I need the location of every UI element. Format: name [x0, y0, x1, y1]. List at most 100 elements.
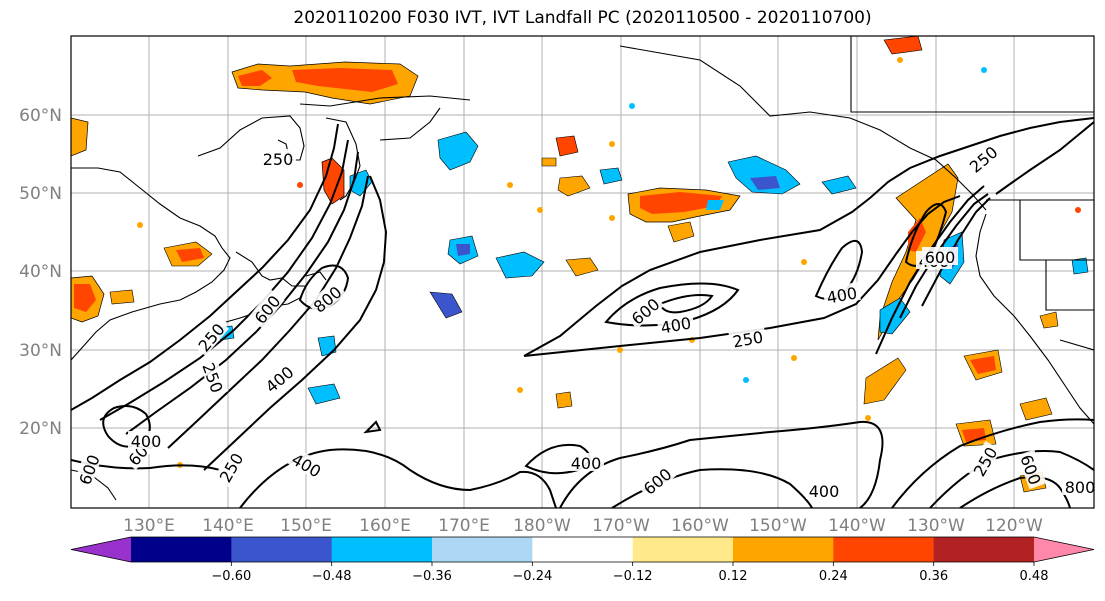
ivt-contour: [363, 420, 382, 434]
latitude-labels: 60°N 50°N 40°N 30°N 20°N: [19, 106, 62, 439]
ivt-contour: [523, 117, 1094, 357]
pc-patch: [706, 200, 724, 210]
contour-label: 250: [260, 149, 296, 169]
colorbar-tick-labels: −0.60 −0.48 −0.36 −0.24 −0.12 0.12 0.24 0.36 0.4…: [211, 562, 1049, 584]
contour-label-text: 400: [131, 432, 162, 451]
contour-label-text: 250: [263, 150, 294, 169]
contour-label: 400: [568, 453, 604, 473]
contour-label-text: 600: [925, 248, 956, 267]
lon-tick-label: 160°W: [671, 516, 729, 536]
state-border: [1045, 260, 1094, 311]
colorbar-tick-label: 0.48: [1020, 569, 1049, 584]
pc-patch: [821, 175, 857, 195]
colorbar-tick-label: −0.12: [613, 569, 653, 584]
pc-patch: [555, 135, 579, 157]
mexico-border: [1059, 339, 1094, 351]
pc-patch: [565, 257, 599, 277]
pc-patch: [71, 117, 89, 157]
contour-label-text: 400: [571, 454, 602, 473]
pc-patch: [541, 157, 557, 167]
lat-tick-label: 20°N: [19, 419, 62, 439]
lon-tick-label: 150°E: [280, 516, 332, 536]
pc-patch: [1039, 311, 1059, 329]
colorbar-bin: [933, 537, 1035, 562]
colorbar-outline: [70, 536, 1095, 563]
coastlines: [71, 36, 1094, 501]
lat-tick-label: 60°N: [19, 106, 62, 126]
pc-patch: [599, 167, 623, 185]
colorbar-bin: [733, 537, 834, 562]
ivt-contour: [523, 195, 961, 357]
pc-patch: [555, 391, 573, 409]
lat-tick-label: 30°N: [19, 341, 62, 361]
map-frame: [70, 35, 1095, 509]
pc-patch: [970, 356, 996, 374]
ivt-contour: [203, 175, 388, 471]
contour-label-text: 400: [809, 482, 840, 501]
ivt-contour: [929, 450, 1094, 508]
pc-shading: [71, 36, 1089, 493]
graticule: [71, 36, 1094, 508]
ivt-contour: [167, 175, 369, 449]
pc-patch: [750, 176, 780, 190]
lon-tick-label: 140°W: [828, 516, 886, 536]
contour-label-text: 800: [1065, 478, 1096, 497]
colorbar-bin: [432, 537, 533, 562]
contour-label: 600: [922, 247, 958, 267]
state-border: [1019, 200, 1094, 261]
arctic-coastline: [299, 95, 471, 107]
colorbar-tick-label: −0.48: [312, 569, 352, 584]
pc-patch: [1071, 257, 1089, 275]
ivt-contour: [891, 418, 1094, 508]
lon-tick-label: 170°W: [592, 516, 650, 536]
contour-label: 250: [728, 326, 767, 352]
contour-label: 800: [1062, 477, 1096, 497]
colorbar-bin: [833, 537, 935, 562]
lon-tick-label: 120°W: [985, 516, 1043, 536]
figure-title: 2020110200 F030 IVT, IVT Landfall PC (20…: [293, 8, 872, 28]
longitude-labels: 130°E 140°E 150°E 160°E 170°E 180°W 170°W 160°W…: [123, 516, 1043, 536]
lon-tick-label: 140°E: [202, 516, 254, 536]
kuril-coastline: [305, 271, 327, 281]
colorbar-tick-label: −0.36: [412, 569, 452, 584]
contour-label: 400: [806, 481, 842, 501]
pc-patch: [1019, 397, 1053, 421]
pc-patch: [495, 251, 545, 279]
lon-tick-label: 130°E: [123, 516, 175, 536]
colorbar-bin: [131, 537, 232, 562]
pc-patch: [176, 248, 204, 262]
lon-tick-label: 170°E: [438, 516, 490, 536]
na-west-coastline: [975, 213, 1094, 425]
pc-patch: [238, 70, 272, 86]
pc-patch: [863, 357, 907, 405]
chukotka-coastline: [379, 107, 441, 141]
colorbar: [70, 536, 1095, 563]
lon-tick-label: 150°W: [749, 516, 807, 536]
ivt-contour: [559, 420, 884, 508]
pc-patch: [307, 383, 341, 405]
alaska-coastline: [619, 45, 987, 211]
pc-patch: [908, 218, 926, 252]
pc-patch: [879, 297, 911, 335]
colorbar-tick-label: 0.24: [819, 569, 848, 584]
lat-tick-label: 50°N: [19, 184, 62, 204]
pc-patch: [883, 36, 923, 55]
pc-patch: [557, 175, 591, 197]
pc-patch: [109, 289, 135, 305]
colorbar-tick-label: 0.36: [919, 569, 948, 584]
contour-label: 400: [128, 431, 164, 451]
colorbar-bin: [231, 537, 333, 562]
lon-tick-label: 160°E: [359, 516, 411, 536]
asia-coastline: [71, 167, 231, 361]
pc-patch: [456, 244, 470, 256]
ivt-contour: [71, 123, 339, 411]
pc-patch: [640, 192, 722, 214]
colorbar-tick-label: −0.60: [211, 569, 251, 584]
ivt-contour: [658, 294, 714, 314]
lat-tick-label: 40°N: [19, 262, 62, 282]
ivt-contour: [921, 197, 991, 307]
colorbar-extend-max: [1034, 537, 1094, 562]
pc-patch: [292, 68, 398, 92]
canada-border: [850, 36, 1094, 113]
